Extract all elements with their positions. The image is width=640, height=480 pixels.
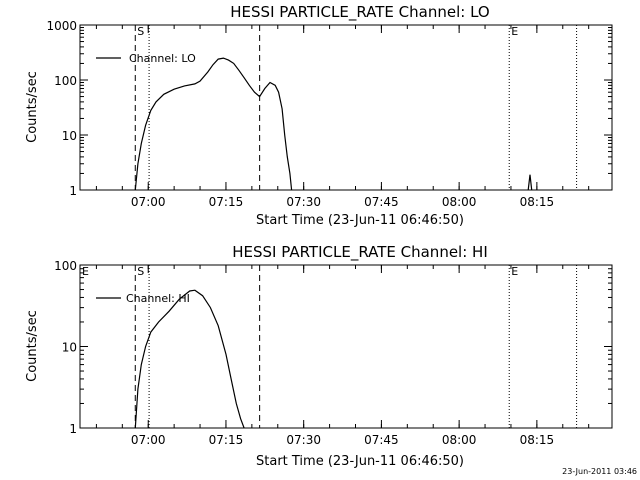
timestamp-footer: 23-Jun-2011 03:46 (562, 467, 637, 476)
y-axis-label: Counts/sec (25, 310, 40, 382)
event-marker-label: E (511, 25, 518, 38)
x-tick-label: 08:00 (442, 195, 477, 209)
x-axis-label: Start Time (23-Jun-11 06:46:50) (256, 454, 464, 469)
legend-label: Channel: LO (129, 52, 196, 65)
y-tick-label: 1 (69, 184, 77, 198)
y-tick-label: 1 (69, 422, 77, 436)
event-marker-label: S (137, 25, 144, 38)
y-tick-label: 10 (62, 341, 77, 355)
chart-title: HESSI PARTICLE_RATE Channel: HI (232, 243, 488, 262)
data-series-line (134, 289, 245, 429)
plot-area: 1 10 100 07:00 07:15 07:30 07:45 08:00 08:15 E S E (54, 259, 613, 447)
y-axis-label: Counts/sec (25, 71, 40, 143)
plot-frame (79, 264, 613, 429)
x-tick-label: 07:45 (364, 433, 399, 447)
x-tick-label: 07:30 (286, 433, 321, 447)
x-tick-label: 07:15 (209, 433, 244, 447)
x-axis-label: Start Time (23-Jun-11 06:46:50) (256, 213, 464, 228)
data-series-line (134, 57, 293, 191)
y-tick-label: 10 (62, 129, 77, 143)
y-tick-label: 100 (54, 74, 77, 88)
event-marker-label: E (511, 265, 518, 278)
y-tick-label: 100 (54, 259, 77, 273)
x-tick-label: 07:00 (131, 433, 166, 447)
legend-label: Channel: HI (126, 292, 190, 305)
event-marker-label: S (137, 265, 144, 278)
plot-frame (79, 24, 613, 191)
x-tick-label: 08:15 (520, 195, 555, 209)
y-tick-label: 1000 (46, 19, 77, 33)
panel-lo: HESSI PARTICLE_RATE Channel: LO 1 10 100 10… (25, 3, 613, 228)
x-tick-label: 07:15 (209, 195, 244, 209)
x-tick-label: 08:00 (442, 433, 477, 447)
plot-area: 1 10 100 1000 07:00 07:15 07:30 07:45 08:00 08:15… (46, 19, 613, 209)
event-marker-label: E (82, 265, 89, 278)
x-tick-label: 07:00 (131, 195, 166, 209)
x-tick-label: 07:45 (364, 195, 399, 209)
chart-title: HESSI PARTICLE_RATE Channel: LO (230, 3, 489, 22)
panel-hi: HESSI PARTICLE_RATE Channel: HI 1 10 100 07… (25, 243, 613, 469)
x-tick-label: 07:30 (286, 195, 321, 209)
x-tick-label: 08:15 (520, 433, 555, 447)
data-series-line (527, 174, 533, 191)
